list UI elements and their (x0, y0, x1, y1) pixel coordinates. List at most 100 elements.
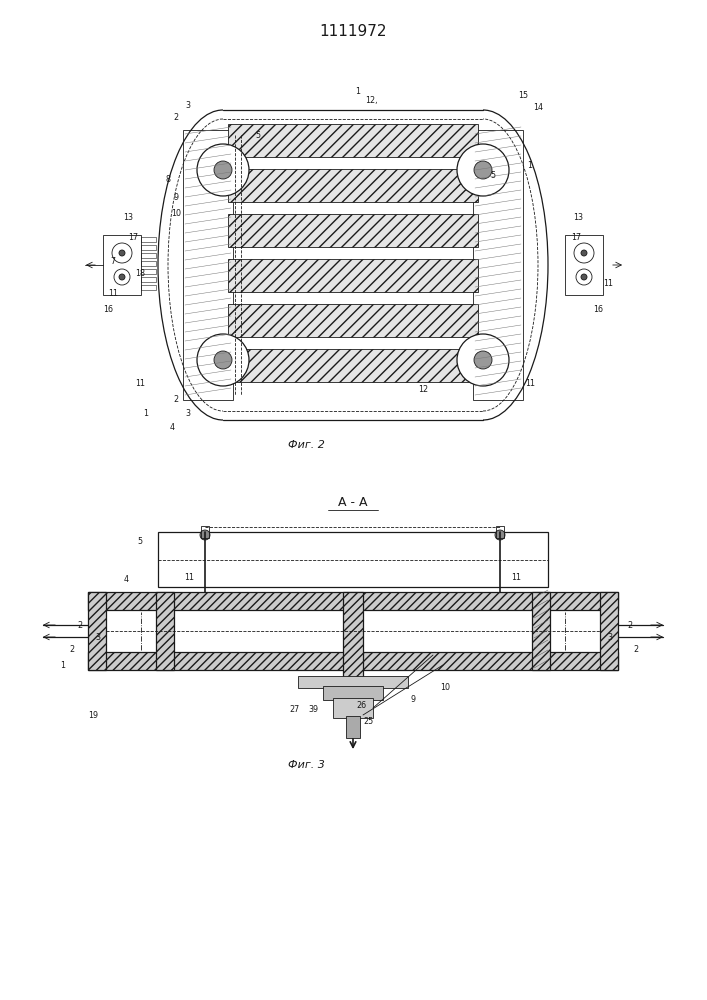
Circle shape (197, 334, 249, 386)
Text: 5: 5 (137, 538, 143, 546)
Text: 11: 11 (603, 278, 613, 288)
Text: 39: 39 (308, 706, 318, 714)
Text: 11: 11 (135, 378, 145, 387)
Text: 26: 26 (356, 700, 366, 710)
Text: 10: 10 (171, 209, 181, 218)
Bar (323, 686, 383, 700)
Bar (158, 532, 548, 587)
Text: 3: 3 (185, 408, 190, 418)
Circle shape (197, 144, 249, 196)
Bar (141, 237, 156, 242)
Text: 14: 14 (533, 103, 543, 111)
Bar (141, 269, 156, 274)
Circle shape (581, 274, 587, 280)
Text: 19: 19 (88, 710, 98, 720)
Text: 13: 13 (123, 213, 133, 222)
Bar (333, 698, 373, 718)
Text: 11: 11 (525, 378, 535, 387)
Bar (600, 592, 618, 670)
Text: 13: 13 (573, 213, 583, 222)
Text: 1: 1 (61, 660, 66, 670)
Circle shape (119, 274, 125, 280)
Bar (141, 245, 156, 250)
Text: Фиг. 2: Фиг. 2 (288, 440, 325, 450)
Text: 18: 18 (135, 268, 145, 277)
Circle shape (576, 269, 592, 285)
Bar (532, 592, 550, 670)
Bar (88, 592, 106, 670)
Text: 16: 16 (593, 306, 603, 314)
Text: 1: 1 (144, 408, 148, 418)
Text: 12: 12 (418, 385, 428, 394)
Bar (141, 285, 156, 290)
Bar (565, 235, 603, 295)
Text: 2: 2 (633, 646, 638, 654)
Text: 2: 2 (173, 395, 179, 404)
Text: 5: 5 (255, 130, 261, 139)
Circle shape (119, 250, 125, 256)
Text: 4: 4 (170, 424, 175, 432)
Text: 11: 11 (108, 288, 118, 298)
Text: 1111972: 1111972 (320, 24, 387, 39)
Text: 11: 11 (511, 572, 521, 582)
Text: 8: 8 (165, 176, 170, 184)
Text: 2: 2 (627, 620, 633, 630)
Text: 7: 7 (110, 257, 115, 266)
Bar (496, 526, 504, 538)
Circle shape (474, 161, 492, 179)
Bar (141, 261, 156, 266)
Text: 4: 4 (124, 576, 129, 584)
Circle shape (574, 243, 594, 263)
Circle shape (474, 351, 492, 369)
Bar (473, 130, 523, 400)
Text: Фиг. 3: Фиг. 3 (288, 760, 325, 770)
Bar (141, 253, 156, 258)
Text: 2: 2 (78, 620, 83, 630)
Bar (228, 304, 478, 337)
Bar (88, 592, 618, 610)
Bar (228, 124, 478, 157)
Bar (156, 592, 174, 670)
Text: 9: 9 (411, 696, 416, 704)
Circle shape (581, 250, 587, 256)
Circle shape (214, 351, 232, 369)
Text: 27: 27 (290, 706, 300, 714)
Circle shape (200, 530, 210, 540)
Bar (343, 592, 363, 700)
Text: 10: 10 (440, 684, 450, 692)
Bar (346, 716, 360, 738)
Circle shape (214, 161, 232, 179)
Bar (298, 676, 408, 688)
Bar (201, 526, 209, 538)
Text: 1: 1 (527, 160, 532, 169)
Text: 17: 17 (571, 232, 581, 241)
Circle shape (114, 269, 130, 285)
Text: 16: 16 (103, 306, 113, 314)
Circle shape (457, 144, 509, 196)
Bar (141, 277, 156, 282)
Circle shape (457, 334, 509, 386)
Text: 25: 25 (364, 718, 374, 726)
Text: 17: 17 (128, 232, 138, 241)
Text: 5: 5 (491, 170, 496, 180)
Bar (103, 235, 141, 295)
Text: 3: 3 (95, 634, 100, 643)
Text: 3: 3 (185, 101, 190, 109)
Circle shape (112, 243, 132, 263)
Circle shape (495, 530, 505, 540)
Text: 2: 2 (69, 646, 74, 654)
Text: 3: 3 (607, 634, 612, 643)
Text: 2: 2 (173, 112, 179, 121)
Bar (183, 130, 233, 400)
Text: 12,: 12, (365, 96, 378, 104)
Text: 15: 15 (518, 91, 528, 100)
Bar (228, 169, 478, 202)
Text: 1: 1 (356, 88, 361, 97)
Bar (88, 652, 618, 670)
Bar (228, 259, 478, 292)
Text: А - А: А - А (338, 496, 368, 510)
Bar (228, 349, 478, 382)
Text: 9: 9 (173, 194, 179, 202)
Bar (228, 214, 478, 247)
Text: 11: 11 (184, 572, 194, 582)
